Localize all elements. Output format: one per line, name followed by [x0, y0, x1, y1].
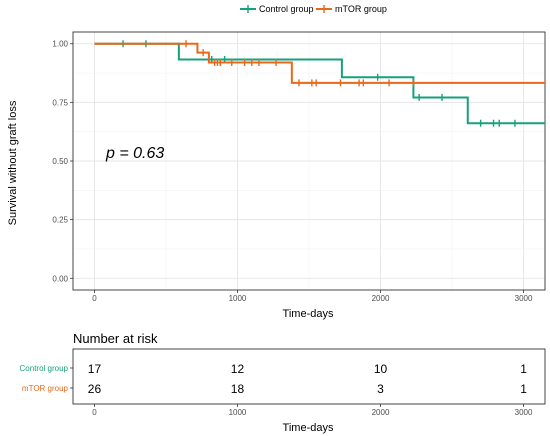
mtor-group-risk-label: mTOR group	[22, 384, 69, 393]
risk-x-axis-title: Time-days	[283, 422, 334, 434]
mtor-group-risk-value: 3	[377, 382, 384, 396]
x-axis-title: Time-days	[283, 308, 334, 320]
risk-x-tick-label: 0	[92, 408, 97, 417]
risk-x-tick-label: 3000	[515, 408, 533, 417]
mtor-group-risk-value: 26	[88, 382, 102, 396]
control-group-risk-value: 1	[520, 362, 527, 376]
mtor-group-risk-value: 1	[520, 382, 527, 396]
y-tick-label: 0.25	[52, 216, 68, 225]
control-group-legend-label: Control group	[259, 4, 314, 14]
x-tick-label: 1000	[229, 294, 247, 303]
mtor-group-legend-label: mTOR group	[335, 4, 387, 14]
risk-table-title: Number at risk	[73, 331, 158, 346]
y-tick-label: 0.50	[52, 157, 68, 166]
legend: Control group mTOR group	[240, 4, 387, 14]
risk-x-tick-label: 1000	[229, 408, 247, 417]
control-group-risk-label: Control group	[20, 364, 69, 373]
mtor-group-risk-value: 18	[231, 382, 245, 396]
risk-x-tick-label: 2000	[372, 408, 390, 417]
risk-table-border	[72, 348, 546, 405]
y-tick-label: 1.00	[52, 40, 68, 49]
mtor-group-curve	[94, 42, 545, 84]
x-tick-label: 2000	[372, 294, 390, 303]
control-group-risk-value: 12	[231, 362, 245, 376]
p-value-annotation: p = 0.63	[105, 145, 164, 162]
control-group-curve	[94, 42, 545, 125]
y-tick-label: 0.75	[52, 98, 68, 107]
survival-plot-panel: 0.00 0.25 0.50 0.75 1.00 0 1000 2000 3000	[52, 31, 546, 303]
y-axis-title: Survival without graft loss	[7, 100, 19, 225]
control-group-risk-value: 10	[374, 362, 388, 376]
x-tick-label: 0	[92, 294, 97, 303]
x-tick-label: 3000	[515, 294, 533, 303]
y-tick-label: 0.00	[52, 274, 68, 283]
control-group-risk-value: 17	[88, 362, 102, 376]
